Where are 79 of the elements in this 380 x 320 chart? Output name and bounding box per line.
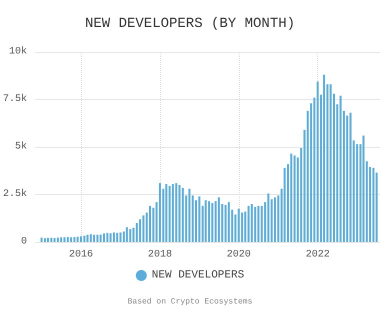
bar <box>316 81 319 242</box>
bar <box>248 206 250 242</box>
bar <box>294 156 296 242</box>
bar <box>76 236 79 242</box>
bar <box>340 96 342 242</box>
x-tick-label: 2020 <box>226 250 251 260</box>
bar <box>274 197 276 242</box>
bar <box>90 234 92 242</box>
bar <box>178 185 180 242</box>
bar <box>100 234 102 242</box>
bar <box>106 232 108 242</box>
bar <box>241 212 244 242</box>
bar <box>40 238 43 242</box>
bar <box>56 238 59 242</box>
bar <box>50 238 52 242</box>
bar <box>70 237 72 242</box>
bar <box>165 184 168 242</box>
bar <box>80 236 82 242</box>
chart-title: NEW DEVELOPERS (BY MONTH) <box>84 16 296 32</box>
text: Based on Crypto Ecosystems <box>128 298 253 306</box>
y-tick-label: 5k <box>14 140 28 152</box>
legend-label: NEW DEVELOPERS <box>152 270 245 282</box>
bar <box>218 197 220 242</box>
y-tick-label: 2.5k <box>2 188 28 200</box>
bar <box>238 208 240 242</box>
x-tick-label: 2016 <box>68 250 94 260</box>
bar <box>372 168 374 242</box>
bar <box>260 206 263 242</box>
bar <box>254 206 256 242</box>
bar <box>86 234 88 242</box>
bar <box>350 112 352 242</box>
bar <box>204 200 207 242</box>
bar <box>116 232 118 242</box>
bar <box>208 201 210 242</box>
bar <box>103 233 106 242</box>
bar <box>172 184 174 242</box>
bar <box>257 206 260 242</box>
bar <box>110 233 112 242</box>
bar <box>158 183 161 242</box>
bar <box>182 188 184 242</box>
bar <box>362 136 364 242</box>
bar <box>250 204 253 242</box>
bar <box>211 203 214 242</box>
y-tick-label: 0 <box>20 236 28 248</box>
bar <box>44 238 46 242</box>
x-tick-label: 2018 <box>148 250 172 260</box>
bar <box>356 144 358 242</box>
bar <box>330 84 332 242</box>
bar <box>228 202 230 242</box>
y-tick-label: 10k <box>8 46 28 58</box>
bar <box>46 238 49 242</box>
bar <box>175 183 178 242</box>
bar <box>267 194 270 242</box>
bar <box>188 188 190 242</box>
bar <box>96 234 98 242</box>
bar <box>54 238 56 242</box>
bar <box>142 215 144 242</box>
bar <box>198 196 200 242</box>
bar <box>60 237 62 242</box>
bar <box>93 234 96 242</box>
bar <box>290 154 292 242</box>
bar <box>224 204 227 242</box>
bar <box>168 186 171 242</box>
bar <box>83 236 86 242</box>
bar <box>120 232 122 242</box>
bar <box>129 229 132 242</box>
bar <box>149 206 152 242</box>
x-tick-label: 2022 <box>306 250 330 260</box>
bar <box>112 232 115 242</box>
y-tick-label: 7.5k <box>2 93 28 105</box>
bar <box>323 74 326 242</box>
bar <box>73 237 76 242</box>
bar <box>66 237 69 242</box>
bar <box>126 227 128 242</box>
bar <box>139 219 142 242</box>
bar <box>284 168 286 242</box>
bar <box>63 237 66 242</box>
bar <box>214 201 217 242</box>
bar <box>136 223 138 242</box>
